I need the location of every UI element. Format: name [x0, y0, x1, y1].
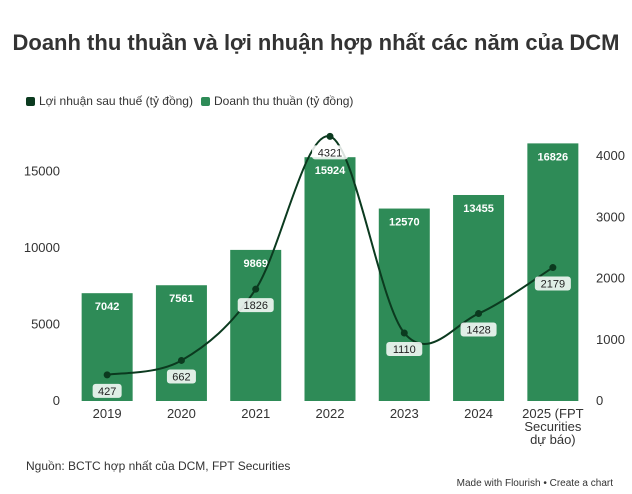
left-axis-tick-label: 15000: [24, 163, 60, 178]
right-axis-tick-label: 3000: [596, 209, 625, 224]
source-note: Nguồn: BCTC hợp nhất của DCM, FPT Securi…: [26, 459, 291, 473]
right-axis-tick-label: 1000: [596, 332, 625, 347]
legend-swatch-revenue: [200, 96, 210, 106]
revenue-bar: [230, 249, 282, 401]
left-axis: 0 5000 10000 15000: [24, 163, 60, 408]
profit-point: [326, 132, 334, 140]
footer-separator: •: [543, 478, 547, 489]
legend: Lợi nhuận sau thuế (tỷ đồng) Doanh thu t…: [26, 94, 353, 108]
profit-line-layer: [103, 132, 557, 379]
profit-label: 427: [98, 386, 116, 398]
legend-item-revenue[interactable]: Doanh thu thuần (tỷ đồng): [200, 94, 354, 108]
profit-label: 662: [172, 371, 190, 383]
profit-labels: 427 662 1826 4321 1110 1428 2179: [92, 145, 571, 398]
profit-point: [400, 329, 408, 337]
revenue-bar: [453, 194, 505, 401]
revenue-bar-label: 7042: [95, 301, 119, 313]
revenue-bar-label: 13455: [463, 203, 494, 215]
revenue-bars: [81, 143, 579, 401]
right-axis: 0 1000 2000 3000 4000: [596, 148, 625, 408]
revenue-bar-label: 9869: [243, 258, 267, 270]
revenue-bar-label: 15924: [315, 165, 346, 177]
footer: Made with Flourish • Create a chart: [457, 478, 613, 489]
legend-item-profit[interactable]: Lợi nhuận sau thuế (tỷ đồng): [26, 94, 193, 108]
right-axis-tick-label: 2000: [596, 271, 625, 286]
revenue-bar: [527, 143, 579, 401]
right-axis-tick-label: 0: [596, 393, 603, 408]
x-axis-tick-label: 2021: [241, 406, 270, 421]
x-axis-tick-label: 2020: [167, 406, 196, 421]
chart-title: Doanh thu thuần và lợi nhuận hợp nhất cá…: [12, 30, 620, 55]
revenue-bar: [378, 208, 430, 401]
profit-label: 1826: [243, 300, 267, 312]
made-with-flourish-link[interactable]: Made with Flourish: [456, 478, 541, 489]
profit-label-bg: [386, 342, 423, 357]
left-axis-tick-label: 5000: [31, 316, 60, 331]
revenue-bar-labels: 7042 7561 9869 15924 12570 13455 16826: [95, 151, 568, 313]
profit-point: [177, 356, 185, 364]
right-axis-tick-label: 4000: [596, 148, 625, 163]
x-axis-tick-label: 2022: [316, 406, 345, 421]
x-axis: 2019 2020 2021 2022 2023 2024 2025 (FPTSecurit…: [93, 406, 584, 447]
revenue-bar-label: 12570: [389, 217, 420, 229]
profit-label-bg: [92, 383, 122, 398]
profit-label-bg: [534, 276, 571, 291]
revenue-bar-label: 16826: [538, 151, 569, 163]
left-axis-tick-label: 0: [53, 393, 60, 408]
x-axis-tick-label: 2025 (FPT: [522, 406, 583, 421]
revenue-bar: [304, 157, 356, 401]
x-axis-tick-label: 2023: [390, 406, 419, 421]
x-axis-tick-label: dự báo): [530, 432, 576, 447]
profit-point: [103, 371, 111, 379]
revenue-bar-label: 7561: [169, 293, 193, 305]
legend-label-revenue: Doanh thu thuần (tỷ đồng): [213, 94, 354, 108]
profit-label: 1110: [393, 344, 416, 356]
profit-point: [475, 310, 483, 318]
profit-point: [549, 264, 557, 272]
profit-label-bg: [166, 369, 196, 384]
profit-label-bg: [460, 322, 497, 337]
left-axis-tick-label: 10000: [24, 240, 60, 255]
create-chart-link[interactable]: Create a chart: [549, 478, 613, 489]
profit-point: [252, 285, 260, 293]
x-axis-tick-label: Securities: [524, 419, 582, 434]
legend-swatch-profit: [26, 96, 35, 106]
profit-label-bg: [312, 145, 348, 160]
x-axis-tick-label: 2024: [464, 406, 493, 421]
legend-label-profit: Lợi nhuận sau thuế (tỷ đồng): [39, 94, 193, 108]
profit-label: 1428: [466, 325, 490, 337]
profit-label-bg: [237, 298, 274, 313]
profit-label: 4321: [318, 147, 342, 159]
revenue-bar: [81, 293, 133, 401]
profit-label: 2179: [541, 279, 565, 291]
x-axis-tick-label: 2019: [93, 406, 122, 421]
